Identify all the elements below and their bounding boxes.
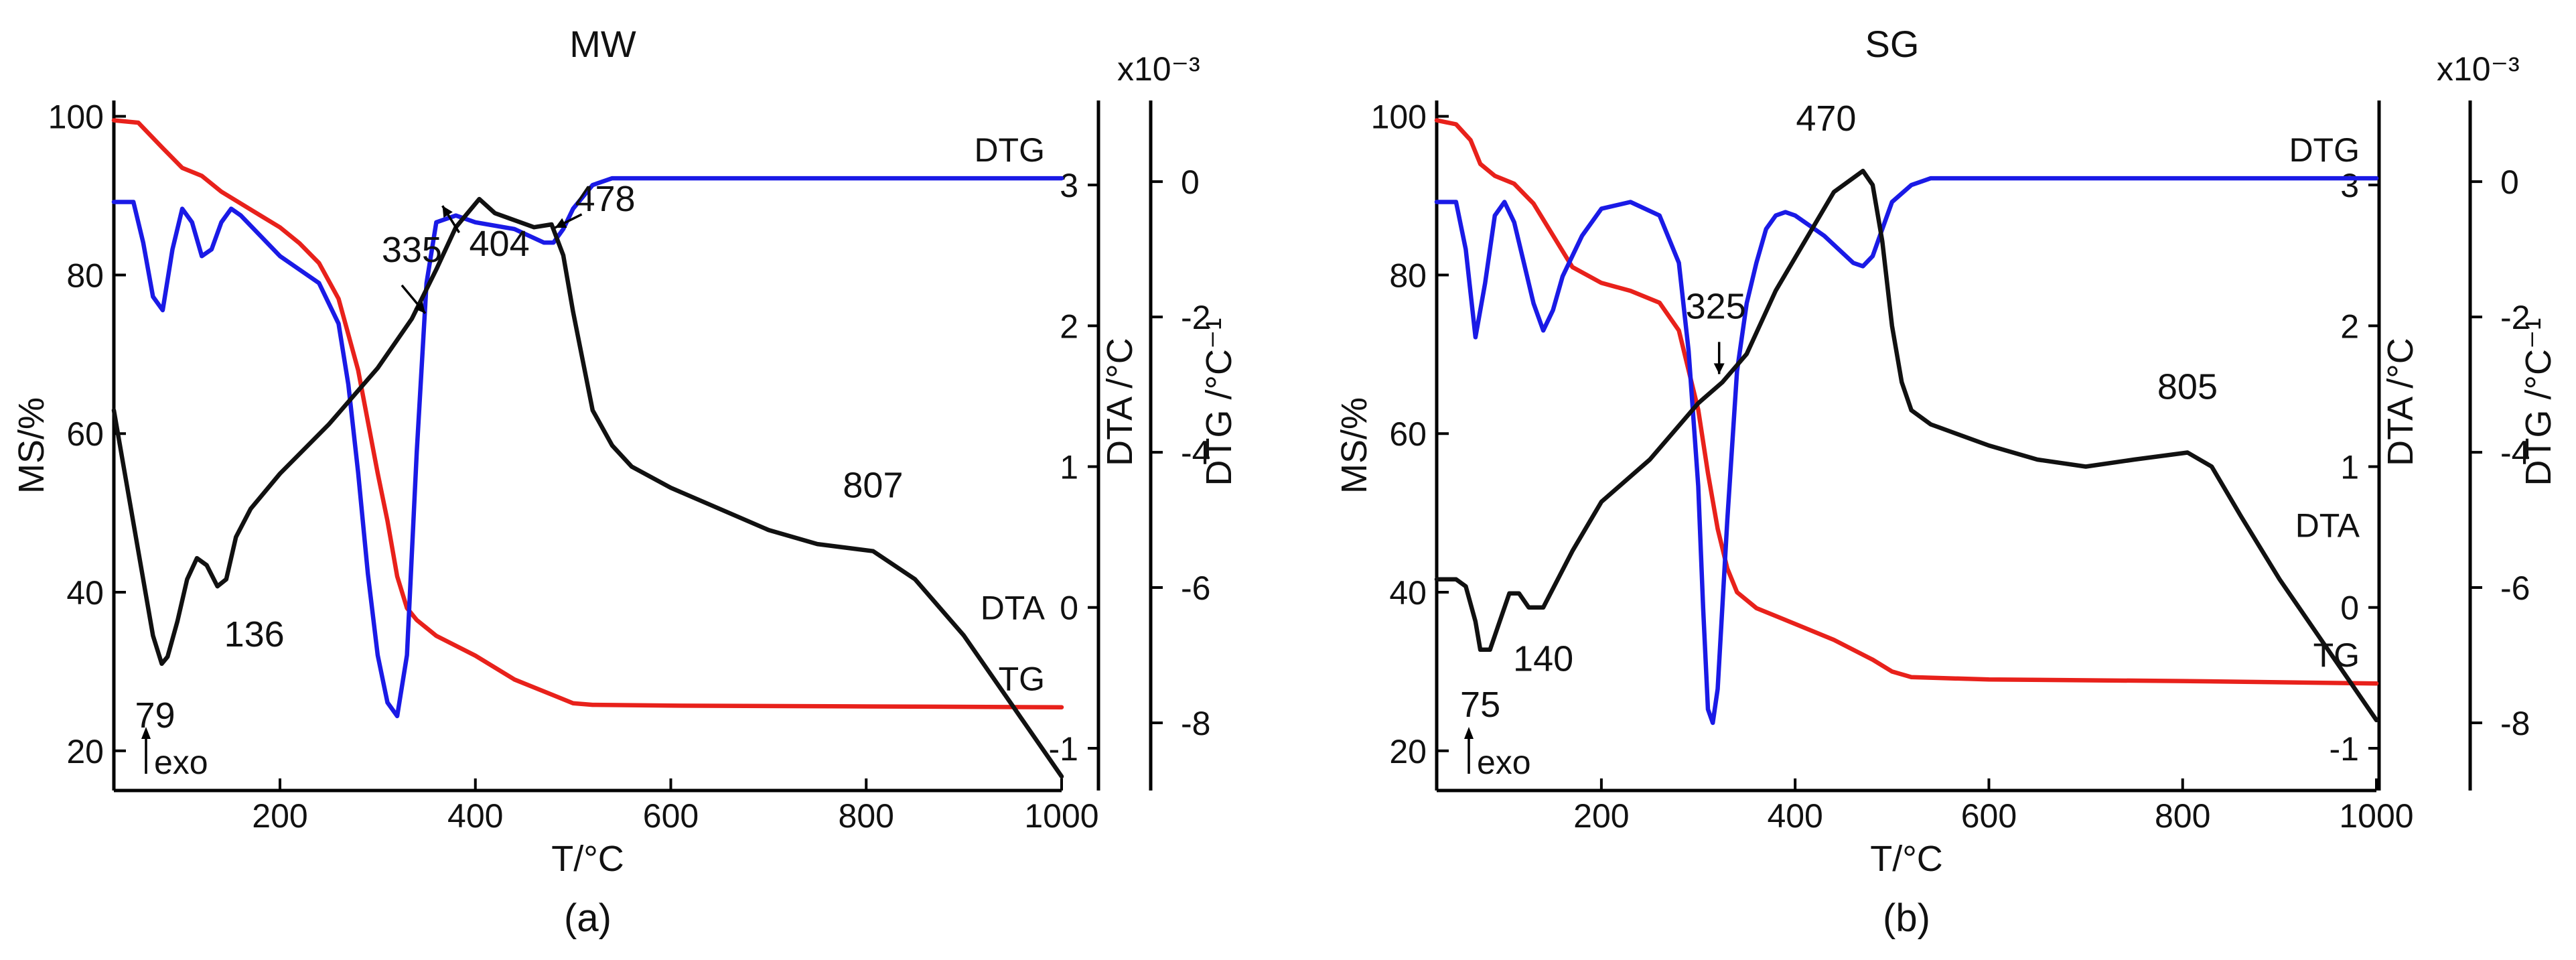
x-tick-label: 800 bbox=[2155, 797, 2210, 835]
x-tick-label: 1000 bbox=[1024, 797, 1098, 835]
chart-panel-b: 200 400 600 800 1000 20 40 60 80 100 -1 0 1 2 3 -8 -6 -4 -… bbox=[1334, 23, 2559, 940]
dta-axis-title: DTA /°C bbox=[1100, 338, 1140, 466]
annotation-arrow-head bbox=[555, 218, 567, 228]
exo-label: exo bbox=[154, 744, 208, 781]
x-tick-label: 200 bbox=[1573, 797, 1629, 835]
series-dtg-line bbox=[111, 176, 1064, 719]
ms-tick-label: 20 bbox=[66, 733, 104, 770]
series-tg-line bbox=[1434, 118, 2379, 686]
peak-annotation: 79 bbox=[135, 695, 175, 736]
annotation-arrow-head bbox=[442, 206, 453, 218]
dta-axis-title: DTA /°C bbox=[2380, 338, 2421, 466]
dta-tick-label: 2 bbox=[2340, 307, 2359, 345]
peak-annotation: 140 bbox=[1513, 639, 1573, 679]
exo-arrow-head bbox=[141, 727, 151, 739]
dta-tick-label: 1 bbox=[1060, 449, 1078, 486]
x-tick-label: 600 bbox=[1961, 797, 2017, 835]
dta-tick-label: 1 bbox=[2340, 449, 2359, 486]
dta-tick-label: 0 bbox=[1060, 590, 1078, 627]
peak-annotation: 478 bbox=[575, 179, 635, 219]
dtg-tick-label: -2 bbox=[1181, 299, 1210, 336]
x-tick-label: 200 bbox=[252, 797, 307, 835]
annotation-arrow-head bbox=[414, 301, 425, 314]
chart-title: SG bbox=[1865, 23, 1920, 65]
dtg-scale-label: x10⁻³ bbox=[1117, 50, 1200, 88]
dtg-scale-label: x10⁻³ bbox=[2437, 50, 2520, 88]
dta-tick-label: 2 bbox=[1060, 307, 1078, 345]
dtg-tick-label: -6 bbox=[2500, 569, 2530, 607]
peak-annotation: 805 bbox=[2157, 367, 2218, 407]
dtg-tick-label: 0 bbox=[1181, 163, 1200, 201]
ms-tick-label: 100 bbox=[1371, 98, 1427, 136]
dtg-tick-label: -2 bbox=[2500, 299, 2530, 336]
x-tick-label: 400 bbox=[447, 797, 503, 835]
x-tick-label: 600 bbox=[643, 797, 699, 835]
x-tick-label: 800 bbox=[839, 797, 894, 835]
series-label-dtg: DTG bbox=[974, 131, 1045, 169]
peak-annotation: 75 bbox=[1460, 685, 1500, 725]
ms-tick-label: 80 bbox=[1389, 257, 1427, 294]
series-label-dta: DTA bbox=[981, 590, 1046, 627]
peak-annotation: 470 bbox=[1796, 98, 1856, 139]
peak-annotation: 136 bbox=[224, 614, 285, 655]
dtg-tick-label: -6 bbox=[1181, 569, 1210, 607]
series-label-dtg: DTG bbox=[2289, 131, 2360, 169]
ms-tick-label: 40 bbox=[66, 574, 104, 612]
series-label-tg: TG bbox=[999, 661, 1045, 698]
dta-tick-label: 0 bbox=[2340, 590, 2359, 627]
exo-label: exo bbox=[1477, 744, 1531, 781]
ms-tick-label: 60 bbox=[66, 415, 104, 453]
ms-tick-label: 100 bbox=[48, 98, 104, 136]
ms-axis-title: MS/% bbox=[1334, 397, 1374, 494]
ms-tick-label: 40 bbox=[1389, 574, 1427, 612]
ms-tick-label: 60 bbox=[1389, 415, 1427, 453]
panel-label: (b) bbox=[1883, 896, 1930, 940]
ms-axis-title: MS/% bbox=[11, 397, 52, 494]
peak-annotation: 404 bbox=[470, 224, 530, 264]
dtg-tick-label: 0 bbox=[2500, 163, 2519, 201]
series-label-dta: DTA bbox=[2295, 507, 2360, 545]
annotation-arrow-head bbox=[1713, 363, 1725, 374]
ms-tick-label: 80 bbox=[66, 257, 104, 294]
x-axis-title: T/°C bbox=[551, 839, 624, 879]
ms-tick-label: 20 bbox=[1389, 733, 1427, 770]
x-tick-label: 400 bbox=[1767, 797, 1822, 835]
dtg-axis-title: DTG /°C⁻¹ bbox=[1199, 318, 1239, 486]
series-label-tg: TG bbox=[2313, 636, 2360, 674]
dtg-tick-label: -4 bbox=[1181, 434, 1210, 472]
peak-annotation: 335 bbox=[382, 230, 442, 270]
exo-arrow-head bbox=[1464, 727, 1474, 739]
panel-label: (a) bbox=[564, 896, 612, 940]
series-dtg-line bbox=[1434, 176, 2379, 726]
dtg-axis-title: DTG /°C⁻¹ bbox=[2518, 318, 2559, 486]
x-tick-label: 1000 bbox=[2339, 797, 2413, 835]
series-tg-line bbox=[111, 118, 1064, 709]
dta-tick-label: 3 bbox=[1060, 167, 1078, 204]
dtg-tick-label: -4 bbox=[2500, 434, 2530, 472]
series-dta-line bbox=[111, 196, 1064, 779]
series-dta-line bbox=[1434, 168, 2379, 723]
dtg-tick-label: -8 bbox=[1181, 705, 1210, 742]
peak-annotation: 807 bbox=[843, 466, 903, 506]
peak-annotation: 325 bbox=[1686, 286, 1746, 326]
dtg-tick-label: -8 bbox=[2500, 705, 2530, 742]
dta-tick-label: -1 bbox=[2330, 730, 2359, 768]
chart-panel-a: 200 400 600 800 100020406080100-10123-8-6-4-… bbox=[11, 23, 1239, 940]
chart-title: MW bbox=[569, 23, 636, 65]
dta-tick-label: 3 bbox=[2340, 167, 2359, 204]
x-axis-title: T/°C bbox=[1870, 839, 1943, 879]
